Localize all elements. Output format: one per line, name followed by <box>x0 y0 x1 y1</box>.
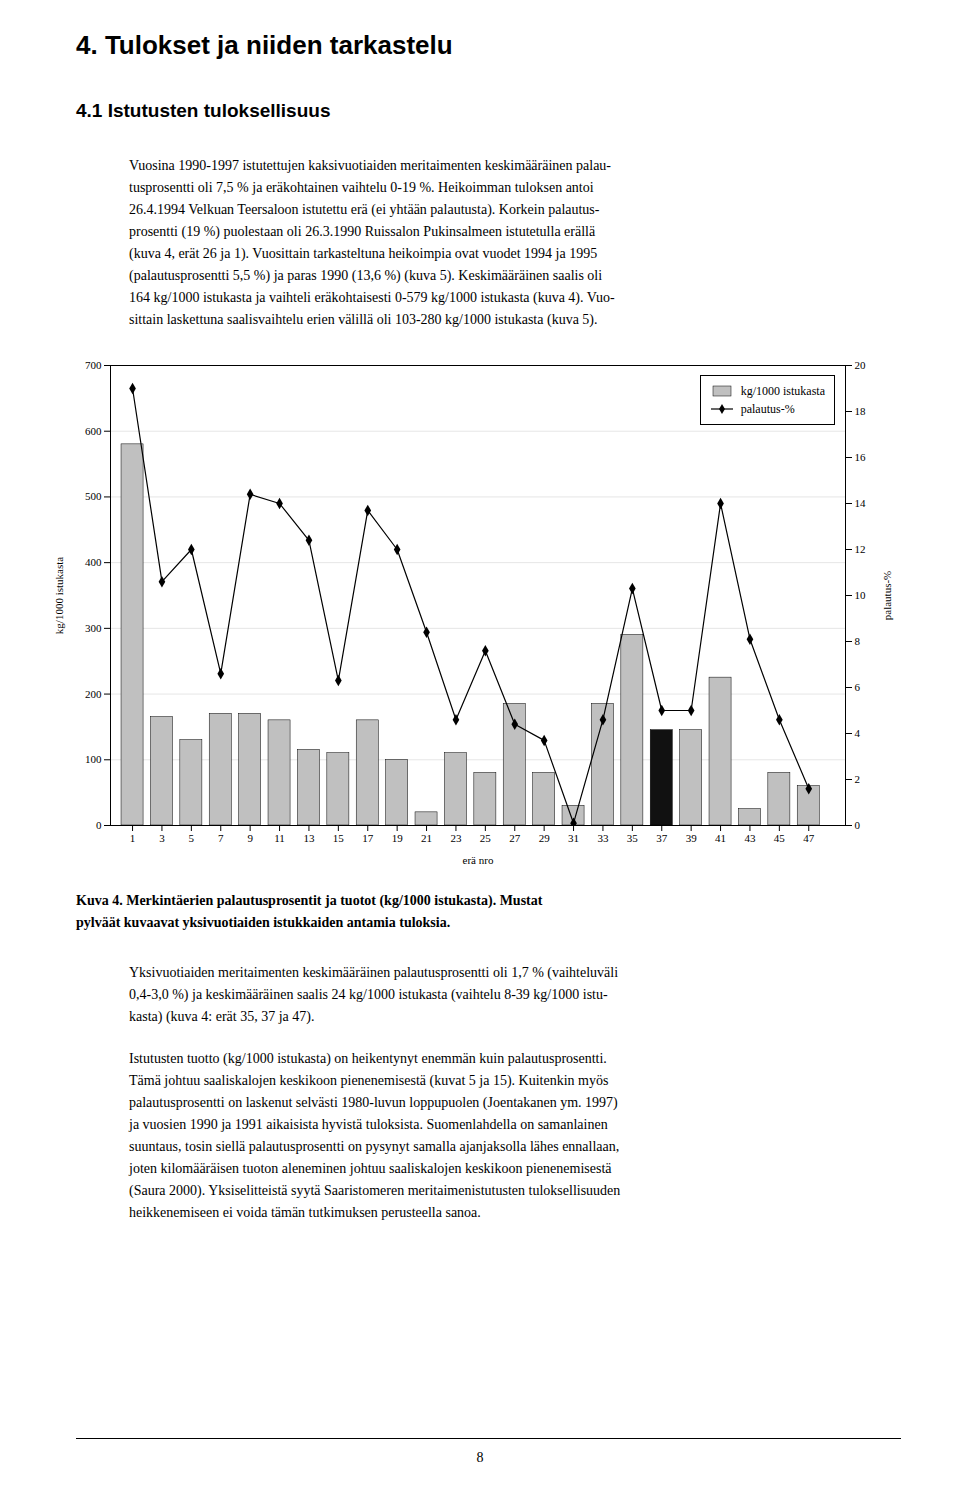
svg-text:4: 4 <box>855 727 861 739</box>
html-text:heikkenemiseen ei voida tämän: heikkenemiseen ei voida tämän tutkimukse… <box>129 1205 481 1220</box>
svg-text:31: 31 <box>568 832 579 844</box>
svg-text:erä nro: erä nro <box>463 854 494 866</box>
svg-text:kg/1000 istukasta: kg/1000 istukasta <box>53 557 65 634</box>
svg-text:39: 39 <box>686 832 698 844</box>
svg-text:0: 0 <box>96 819 102 831</box>
svg-text:5: 5 <box>189 832 195 844</box>
html-text:Tämä johtuu saaliskalojen kesk: Tämä johtuu saaliskalojen keskikoon pien… <box>129 1073 609 1088</box>
svg-text:9: 9 <box>247 832 253 844</box>
svg-text:400: 400 <box>85 556 102 568</box>
svg-text:100: 100 <box>85 753 102 765</box>
html-text:0,4-3,0 %) ja keskimääräinen s: 0,4-3,0 %) ja keskimääräinen saalis 24 k… <box>129 987 608 1002</box>
svg-text:16: 16 <box>855 451 867 463</box>
svg-text:43: 43 <box>744 832 756 844</box>
svg-text:18: 18 <box>855 405 867 417</box>
svg-text:1: 1 <box>130 832 136 844</box>
svg-text:13: 13 <box>303 832 315 844</box>
svg-text:47: 47 <box>803 832 815 844</box>
svg-text:600: 600 <box>85 425 102 437</box>
html-text:prosentti (19 %) puolestaan ol: prosentti (19 %) puolestaan oli 26.3.199… <box>129 224 596 239</box>
html-text:164 kg/1000 istukasta ja vaiht: 164 kg/1000 istukasta ja vaihteli eräkoh… <box>129 290 615 305</box>
svg-text:11: 11 <box>274 832 285 844</box>
svg-text:20: 20 <box>855 359 867 371</box>
html-text:pylväät kuvaavat yksivuotiaide: pylväät kuvaavat yksivuotiaiden istukkai… <box>76 915 451 930</box>
html-text:26.4.1994 Velkuan Teersaloon i: 26.4.1994 Velkuan Teersaloon istutettu e… <box>129 202 600 217</box>
svg-text:6: 6 <box>855 681 861 693</box>
html-text:kg/1000 istukasta: kg/1000 istukasta <box>740 384 825 398</box>
svg-text:35: 35 <box>627 832 639 844</box>
svg-text:41: 41 <box>715 832 726 844</box>
html-text:4. Tulokset ja niiden tarkaste: 4. Tulokset ja niiden tarkastelu <box>76 30 453 60</box>
svg-text:7: 7 <box>218 832 224 844</box>
svg-text:33: 33 <box>597 832 609 844</box>
svg-text:17: 17 <box>362 832 374 844</box>
html-text:kasta) (kuva 4: erät 35, 37 ja: kasta) (kuva 4: erät 35, 37 ja 47). <box>129 1009 315 1024</box>
html-text:8: 8 <box>476 1450 484 1465</box>
svg-text:10: 10 <box>855 589 867 601</box>
html-text:(kuva 4, erät 26 ja 1). Vuosit: (kuva 4, erät 26 ja 1). Vuosittain tarka… <box>129 246 598 261</box>
svg-text:500: 500 <box>85 490 102 502</box>
svg-text:15: 15 <box>333 832 345 844</box>
svg-text:200: 200 <box>85 688 102 700</box>
svg-text:700: 700 <box>85 359 102 371</box>
svg-text:8: 8 <box>855 635 861 647</box>
html-text:joten kilomääräisen tuoton ale: joten kilomääräisen tuoton aleneminen jo… <box>129 1161 612 1176</box>
html-text:4.1 Istutusten tuloksellisuus: 4.1 Istutusten tuloksellisuus <box>76 100 331 121</box>
svg-text:29: 29 <box>539 832 551 844</box>
svg-text:25: 25 <box>480 832 492 844</box>
html-text:palautus-%: palautus-% <box>740 402 795 416</box>
html-text:(Saura 2000). Yksiselitteistä: (Saura 2000). Yksiselitteistä syytä Saar… <box>129 1183 621 1198</box>
svg-text:27: 27 <box>509 832 521 844</box>
svg-text:300: 300 <box>85 622 102 634</box>
html-text:palautusprosentti on laskenut: palautusprosentti on laskenut selvästi 1… <box>129 1095 618 1110</box>
svg-text:12: 12 <box>855 543 866 555</box>
svg-text:45: 45 <box>774 832 786 844</box>
html-text:Yksivuotiaiden meritaimenten k: Yksivuotiaiden meritaimenten keskimääräi… <box>129 965 619 980</box>
svg-text:21: 21 <box>421 832 432 844</box>
svg-text:37: 37 <box>656 832 668 844</box>
svg-text:2: 2 <box>855 773 861 785</box>
html-text:Vuosina 1990-1997 istutettujen: Vuosina 1990-1997 istutettujen kaksivuot… <box>129 158 611 173</box>
svg-text:0: 0 <box>855 819 861 831</box>
svg-text:palautus-%: palautus-% <box>881 571 893 620</box>
html-text:Istutusten tuotto (kg/1000 ist: Istutusten tuotto (kg/1000 istukasta) on… <box>129 1051 607 1066</box>
html-text:sittain laskettuna saalisvaiht: sittain laskettuna saalisvaihtelu erien … <box>129 312 598 327</box>
html-text:tusprosentti oli 7,5 % ja eräk: tusprosentti oli 7,5 % ja eräkohtainen v… <box>129 180 594 195</box>
html-text:suuntaus, tosin siellä palautu: suuntaus, tosin siellä palautusprosentti… <box>129 1139 620 1154</box>
html-text:(palautusprosentti 5,5 %) ja p: (palautusprosentti 5,5 %) ja paras 1990 … <box>129 268 603 283</box>
svg-text:3: 3 <box>159 832 165 844</box>
svg-text:19: 19 <box>392 832 404 844</box>
svg-text:23: 23 <box>450 832 462 844</box>
html-text:ja vuosien 1990 ja 1991 aikais: ja vuosien 1990 ja 1991 aikaisista hyvis… <box>129 1117 608 1132</box>
svg-text:14: 14 <box>855 497 867 509</box>
html-text:Kuva 4. Merkintäerien palautus: Kuva 4. Merkintäerien palautusprosentit … <box>76 893 543 908</box>
